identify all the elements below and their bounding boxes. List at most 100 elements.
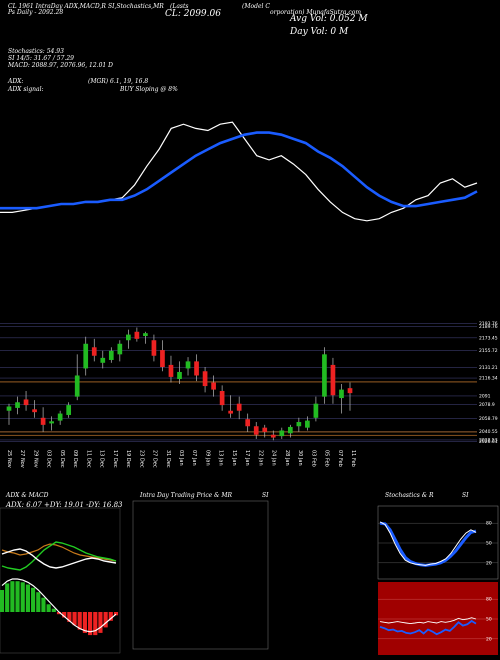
candle-body xyxy=(117,343,123,355)
macd-histogram-bar xyxy=(51,608,56,612)
macd-line xyxy=(1,578,117,633)
candle-body xyxy=(228,410,233,414)
candle-body xyxy=(219,390,225,406)
candle-body xyxy=(23,399,29,406)
candle-body xyxy=(49,421,54,424)
macd-histogram-bar xyxy=(88,612,93,636)
candle-body xyxy=(91,347,97,356)
rsi-line xyxy=(379,617,477,625)
macd-histogram-bar xyxy=(113,612,119,616)
x-tick-label: 19 Dec xyxy=(125,450,131,468)
y-tick-label: 2028.53 xyxy=(479,437,498,443)
y-tick-label: 2131.21 xyxy=(479,365,498,371)
candle-body xyxy=(236,403,242,411)
adx-macd-panel-title: ADX & MACD xyxy=(6,492,49,499)
x-tick-label: 27 Nov xyxy=(19,450,25,468)
macd-histogram-bar xyxy=(62,612,67,618)
candle-body xyxy=(296,422,302,427)
candle-body xyxy=(279,430,285,437)
x-tick-label: 24 Jan xyxy=(271,450,277,466)
x-tick-label: 31 Dec xyxy=(165,450,171,468)
candle-body xyxy=(83,343,89,369)
header-indicators: SI,Stochastics,MR xyxy=(108,3,164,10)
intraday-panel-title-right: SI xyxy=(262,492,269,499)
macd-histogram-bar xyxy=(25,584,30,612)
candle-body xyxy=(160,350,165,368)
macd-value: MACD: 2088.97, 2076.96, 12.01 D xyxy=(8,62,113,69)
candle-body xyxy=(100,357,106,363)
macd-histogram-bar xyxy=(46,604,51,612)
stoch-y-tick: 20 xyxy=(486,560,492,566)
x-tick-label: 13 Jan xyxy=(218,450,224,466)
candle-body xyxy=(202,371,208,387)
adx-label: ADX: xyxy=(8,78,24,85)
mrsi-line xyxy=(379,619,477,636)
adx-mgr-value: (MGR) 6.1, 19, 16.8 xyxy=(88,78,149,85)
candle-body xyxy=(305,420,310,428)
macd-histogram-bar xyxy=(41,597,46,612)
x-tick-label: 11 Dec xyxy=(85,450,91,468)
candle-body xyxy=(177,371,182,380)
x-tick-label: 17 Jan xyxy=(244,450,250,466)
candle-body xyxy=(339,389,344,399)
x-tick-label: 09 Jan xyxy=(204,450,210,466)
candle-body xyxy=(168,364,174,377)
candle-body xyxy=(32,409,37,413)
candle-body xyxy=(194,361,199,376)
x-tick-label: 15 Jan xyxy=(231,450,237,466)
x-tick-label: 13 Dec xyxy=(99,450,105,468)
candle-body xyxy=(126,334,131,341)
header-close-price: CL: 2099.06 xyxy=(165,9,221,19)
avg-volume: Avg Vol: 0.052 M xyxy=(290,14,368,24)
candle-body xyxy=(185,361,191,369)
header-lasts: (Lasts xyxy=(170,3,189,10)
y-tick-label: 2173.45 xyxy=(479,335,498,341)
moving-average-line xyxy=(0,131,478,210)
y-tick-label: 2116.34 xyxy=(479,376,498,382)
day-volume: Day Vol: 0 M xyxy=(290,27,349,37)
candle-body xyxy=(6,406,12,411)
candle-body xyxy=(245,419,251,427)
x-tick-label: 09 Dec xyxy=(72,450,78,468)
adx-readout: ADX: 6.07 +DY: 19.01 -DY: 16.83 xyxy=(6,501,123,509)
y-tick-label: 2058.79 xyxy=(479,416,498,422)
candle-body xyxy=(322,354,327,397)
header-title-left: CL 1961 IntraDay ADX,MACD,R xyxy=(8,3,106,10)
macd-histogram-bar xyxy=(67,612,72,622)
candle-body xyxy=(330,364,336,396)
candle-body xyxy=(347,388,353,394)
rsi-y-tick: 20 xyxy=(486,636,492,642)
x-tick-label: 22 Jan xyxy=(257,450,263,466)
x-tick-label: 27 Dec xyxy=(152,450,158,468)
stoch-panel-title-right: SI xyxy=(462,492,469,499)
y-tick-label: 2155.72 xyxy=(479,348,498,354)
x-tick-label: 30 Jan xyxy=(297,450,303,466)
si-value: SI 14/5: 31.67 / 57.29 xyxy=(8,55,74,62)
stoch-k-line xyxy=(379,521,477,566)
macd-histogram-bar xyxy=(108,612,113,621)
macd-histogram-bar xyxy=(15,581,20,612)
candle-body xyxy=(134,331,140,339)
stoch-y-tick: 50 xyxy=(486,541,492,547)
candle-body xyxy=(74,375,80,397)
candle-body xyxy=(15,402,20,408)
macd-histogram-bar xyxy=(93,612,98,636)
x-tick-label: 28 Jan xyxy=(284,450,290,466)
candle-body xyxy=(151,340,157,356)
intraday-panel xyxy=(132,500,269,650)
rsi-y-tick: 80 xyxy=(486,597,492,603)
candle-body xyxy=(40,417,46,425)
macd-histogram-bar xyxy=(10,581,15,612)
candle-body xyxy=(66,405,72,415)
x-tick-label: 03 Feb xyxy=(310,450,316,467)
candle-body xyxy=(253,426,259,435)
y-tick-label: 2189.76 xyxy=(479,324,498,330)
minus-di-line xyxy=(1,548,117,569)
adx-signal-label: ADX signal: xyxy=(8,86,44,93)
y-tick-label: 2026.61 xyxy=(479,439,498,445)
macd-histogram-bar xyxy=(0,590,5,612)
y-tick-label: 2091 xyxy=(479,393,491,399)
x-tick-label: 05 Feb xyxy=(324,450,330,467)
